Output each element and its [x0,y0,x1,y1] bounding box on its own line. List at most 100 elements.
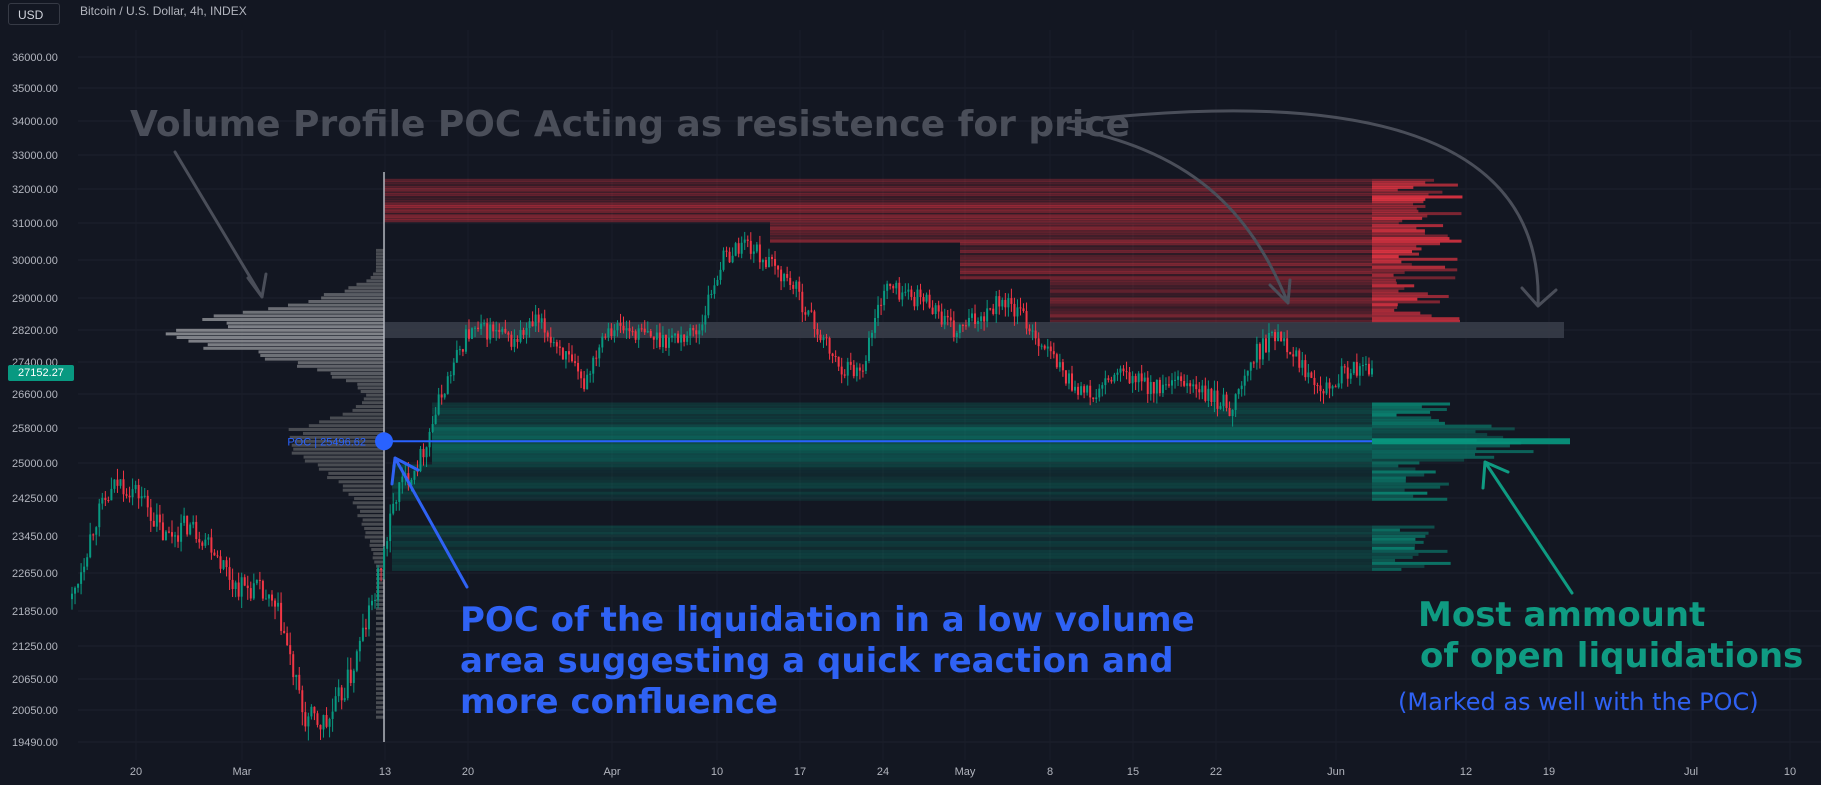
candle-body [464,329,467,352]
candle-body [692,328,695,331]
liq-level-red [384,214,1372,218]
candle-body [752,251,755,254]
candle-body [425,447,428,458]
liq-level-red [384,185,1372,189]
liq-bar-red [1372,257,1458,261]
volume-profile-bar [376,648,384,652]
candle-body [1331,386,1334,389]
y-tick-label: 21850.00 [12,606,58,618]
liq-level-red [384,204,1372,208]
candle-body [825,337,828,339]
volume-profile-bar [376,701,384,705]
candle-body [640,328,643,330]
x-tick-label: Apr [603,766,620,778]
liq-level-red [384,202,1372,206]
liq-level-red [960,273,1372,277]
candle-body [1301,360,1304,368]
candle-body [1192,384,1195,387]
volume-profile-bar [323,293,384,297]
candle-body [1249,362,1252,371]
liq-bar-red [1372,265,1446,269]
candle-body [1189,383,1192,387]
candle-body [1125,371,1128,373]
volume-profile-bar [342,484,384,488]
liq-level-red [384,209,1372,213]
currency-button[interactable]: USD [8,3,60,25]
candle-body [1128,372,1131,384]
volume-profile-bar [376,622,384,626]
candle-body [1040,345,1043,347]
poc-marker[interactable] [375,432,393,451]
liq-bar-red [1372,303,1398,307]
candle-body [625,328,628,331]
liq-level-green [432,438,1372,442]
candle-body [434,414,437,425]
candle-body [510,334,513,347]
candle-body [1292,354,1295,357]
candle-body [1240,385,1243,390]
candle-body [380,568,383,571]
liq-level-green [432,427,1372,431]
candle-body [849,361,852,365]
volume-profile-bar [203,346,384,350]
volume-profile-bar [376,637,384,641]
liq-level-red [1050,308,1372,312]
candle-body [646,331,649,333]
volume-profile-bar [226,321,384,325]
liq-level-red [384,207,1372,211]
candle-body [728,251,731,263]
volume-profile-bar [376,607,384,611]
candle-body [813,311,816,330]
volume-profile-bar [302,431,384,435]
candle-body [707,294,710,316]
annotation-arrows [173,109,1574,595]
liq-level-green [392,491,1372,495]
volume-profile-bar [327,476,384,480]
y-tick-label: 33000.00 [12,150,58,162]
volume-profile-bar [357,514,384,518]
candle-body [1086,385,1089,393]
candle-body [89,534,92,558]
volume-profile-bar [304,459,384,463]
candle-body [328,718,331,727]
volume-profile-bar [376,663,384,667]
candle-body [1007,298,1010,308]
liq-level-green [392,494,1372,498]
candle-body [310,706,313,717]
volume-profile-bar [376,573,384,576]
liq-level-green [432,419,1372,423]
candle-body [261,580,264,599]
liq-level-red [1050,279,1372,282]
liq-bar-red [1372,255,1399,259]
candle-body [131,489,134,498]
liq-bar-red [1372,234,1448,238]
candle-body [301,690,304,713]
volume-profile-bar [356,505,384,509]
candle-body [1283,338,1286,342]
volume-profile-bar [352,501,384,505]
liq-bar-green [1372,561,1451,565]
candle-body [1310,372,1313,378]
candle-body [616,323,619,331]
candle-body [767,257,770,268]
liq-level-green [392,482,1372,486]
candle-body [522,330,525,335]
candle-body [467,329,470,339]
candle-body [1119,368,1122,373]
liq-level-red [770,229,1372,233]
y-tick-label: 25800.00 [12,423,58,435]
volume-profile-bar [176,336,384,339]
annotation-most-line-1: Most ammount [1418,595,1706,635]
volume-profile-bar [328,471,384,475]
candle-body [931,307,934,315]
candle-body [322,715,325,730]
volume-profile-bar [352,408,384,412]
x-tick-label: May [955,766,976,778]
liq-level-red [384,193,1372,197]
liq-level-red [1050,314,1372,318]
candle-body [604,336,607,338]
candle-body [383,548,386,571]
candle-body [995,296,998,315]
volume-profile-bar [330,372,384,375]
